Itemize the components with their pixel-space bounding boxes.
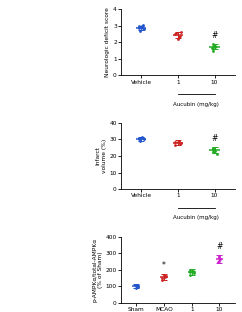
Point [141, 135, 144, 140]
Y-axis label: p-AMPKα/total-AMPKα
(% of Sham): p-AMPKα/total-AMPKα (% of Sham) [92, 237, 103, 302]
Point [173, 140, 177, 145]
Point [211, 46, 215, 51]
Point [179, 141, 182, 146]
Point [211, 148, 215, 153]
Point [133, 282, 137, 287]
Y-axis label: Neurologic deficit score: Neurologic deficit score [105, 7, 110, 77]
Point [178, 141, 182, 146]
Point [217, 255, 221, 260]
Point [211, 147, 215, 152]
Point [178, 33, 182, 38]
Text: #: # [211, 134, 218, 143]
Point [173, 143, 177, 148]
Point [177, 139, 181, 144]
Point [140, 23, 144, 28]
Point [191, 269, 195, 274]
Point [212, 45, 215, 50]
Text: #: # [216, 242, 223, 251]
Point [188, 272, 192, 277]
Point [163, 273, 166, 278]
Y-axis label: Infarct
volume (%): Infarct volume (%) [96, 139, 106, 173]
Point [192, 271, 196, 275]
Point [211, 149, 215, 154]
Point [189, 268, 192, 273]
Point [176, 37, 180, 41]
Point [212, 41, 215, 46]
Point [176, 139, 180, 144]
Point [179, 30, 182, 35]
Point [137, 26, 141, 31]
Point [217, 258, 220, 263]
Point [137, 23, 141, 28]
Point [135, 283, 139, 288]
Text: Aucubin (mg/kg): Aucubin (mg/kg) [173, 216, 219, 221]
Point [160, 275, 164, 280]
Point [216, 260, 220, 265]
Text: *: * [162, 261, 166, 270]
Point [212, 42, 216, 47]
Text: #: # [211, 31, 218, 40]
Point [137, 136, 141, 141]
Point [173, 32, 177, 37]
Point [140, 134, 144, 139]
Point [188, 269, 192, 274]
Point [174, 31, 178, 36]
Point [135, 284, 139, 289]
Point [212, 145, 215, 150]
Point [137, 24, 141, 29]
Point [141, 22, 145, 27]
Point [136, 285, 140, 290]
Point [163, 274, 167, 279]
Point [217, 254, 220, 259]
Point [213, 44, 217, 49]
Point [211, 48, 215, 53]
Point [141, 25, 144, 30]
Text: Aucubin (mg/kg): Aucubin (mg/kg) [173, 102, 219, 107]
Point [164, 274, 167, 279]
Point [213, 149, 217, 154]
Point [134, 285, 138, 290]
Point [211, 46, 214, 51]
Point [138, 139, 142, 144]
Point [213, 43, 217, 48]
Point [138, 28, 142, 33]
Point [160, 277, 164, 282]
Point [177, 35, 181, 40]
Point [215, 151, 219, 156]
Point [142, 27, 146, 32]
Point [142, 137, 146, 142]
Point [218, 256, 221, 261]
Point [137, 136, 141, 141]
